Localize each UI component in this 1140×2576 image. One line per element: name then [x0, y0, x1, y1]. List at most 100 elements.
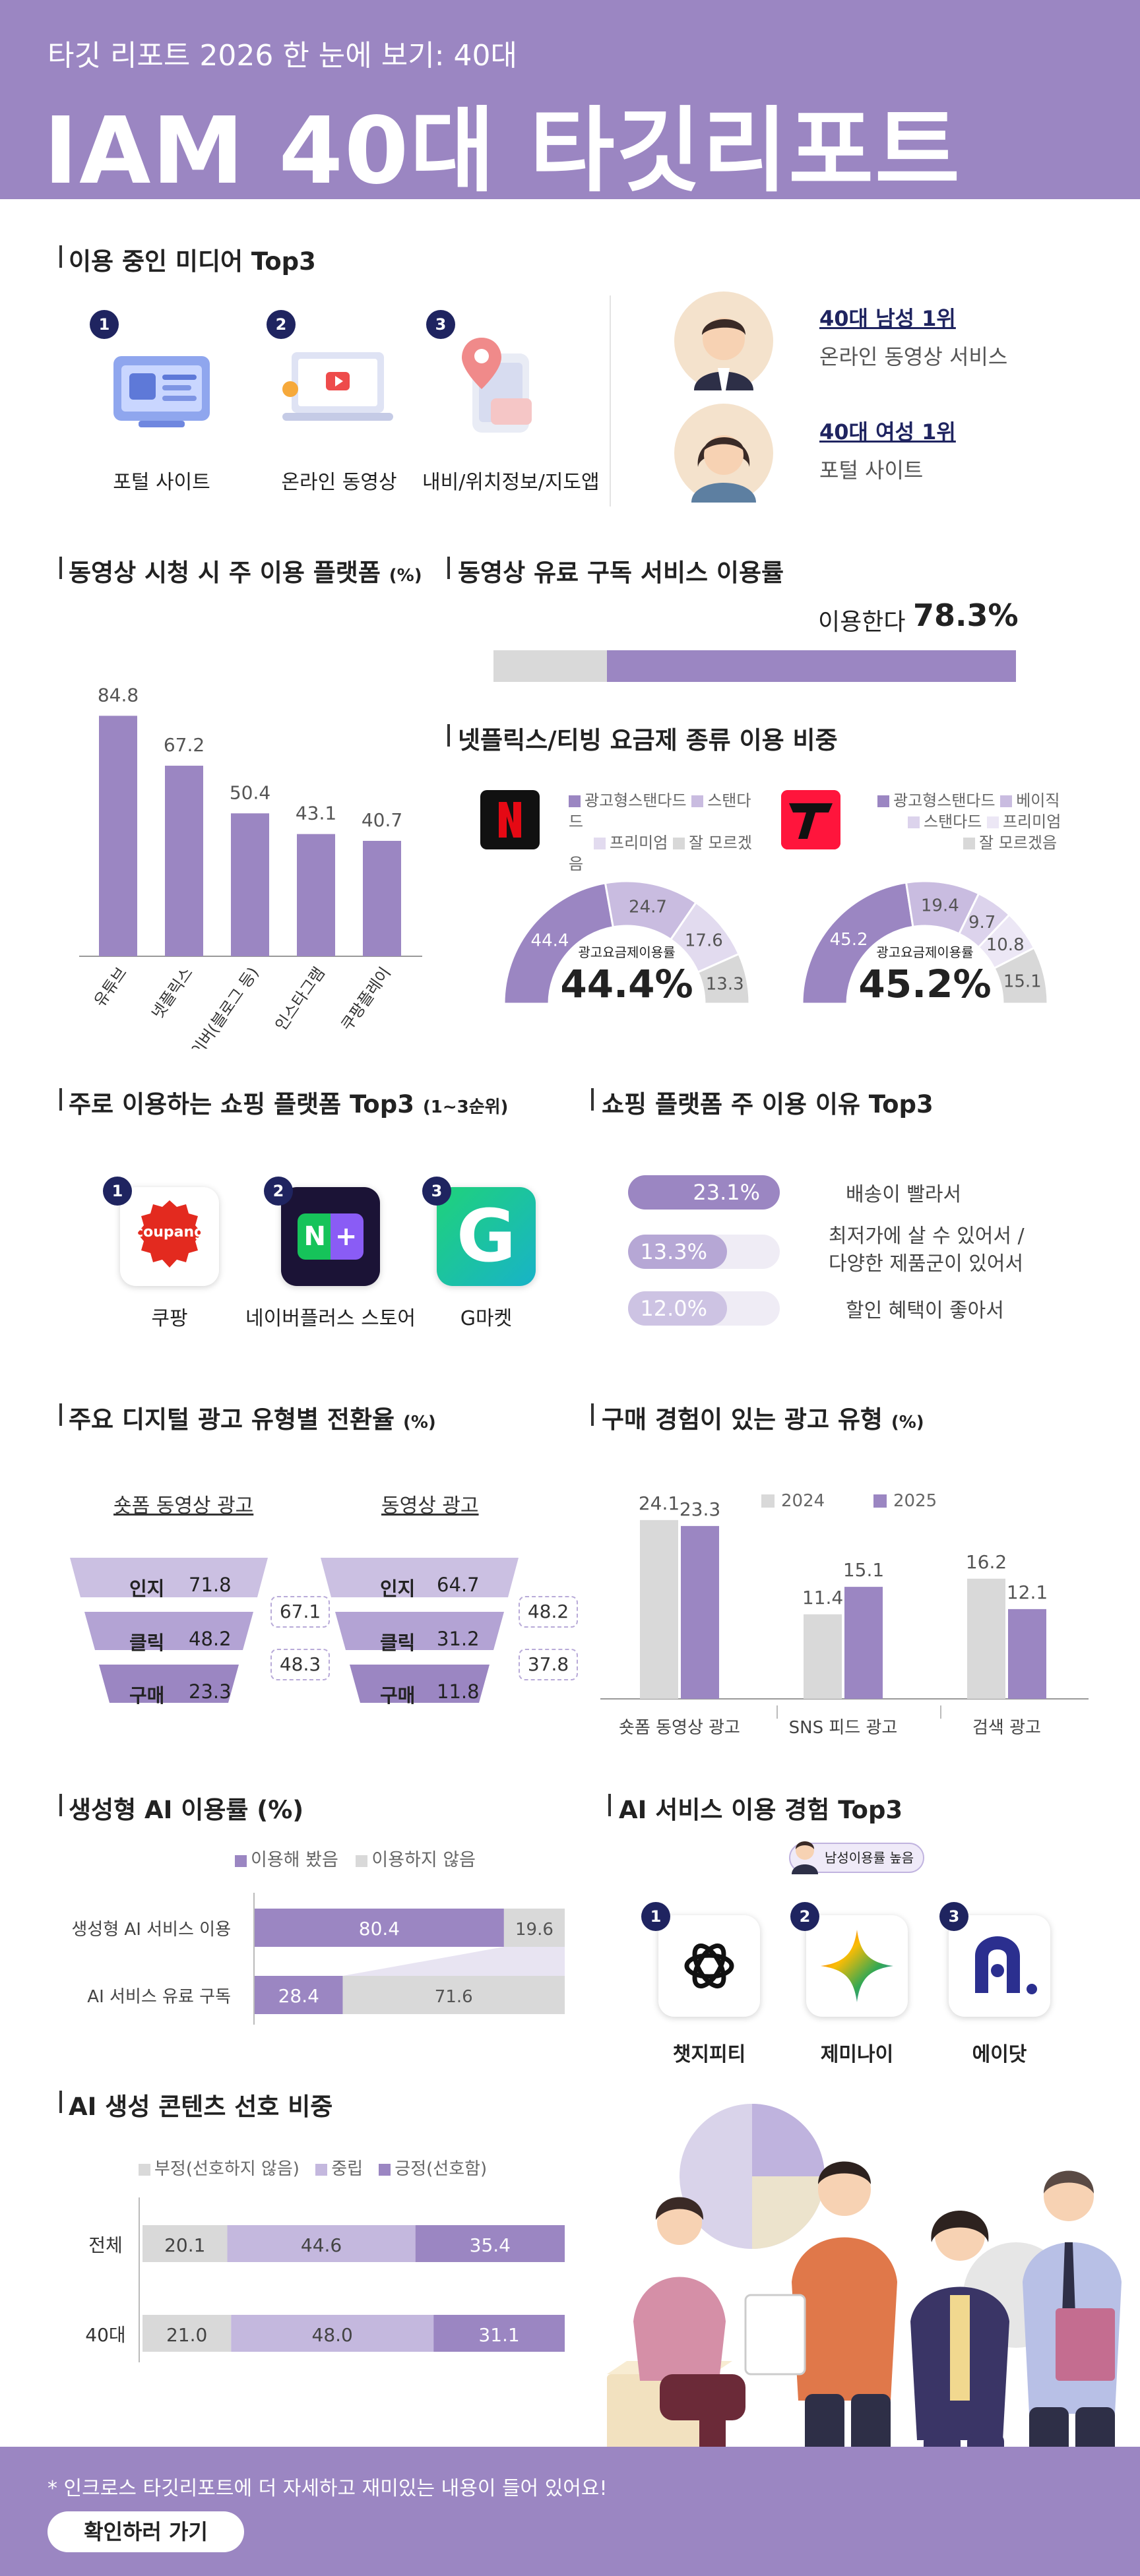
purchase-ad-chart: 2024 2025 24.1 23.3 숏폼 동영상 광고 11.415.1 SNS 피드 … [600, 1491, 1089, 1738]
media-title: 이용 중인 미디어 Top3 [69, 247, 316, 276]
bar-used [255, 1976, 343, 2014]
ai-content-title: AI 생성 콘텐츠 선호 비중 [69, 2093, 333, 2121]
reason-text: 할인 혜택이 좋아서 [846, 1299, 1004, 1322]
section-marker [59, 2091, 62, 2113]
legend-item: 베이직 [1000, 791, 1060, 810]
bar-segment [433, 2315, 565, 2352]
gauge-label: 13.3 [706, 974, 744, 994]
reason-bar: 23.1% [628, 1175, 780, 1210]
gauge-label: 44.4 [531, 931, 569, 950]
data-label: 31.1 [478, 2324, 519, 2346]
reason-bar: 12.0% [628, 1291, 727, 1326]
bar [967, 1578, 1005, 1699]
purchase-ad-title-text: 구매 경험이 있는 광고 유형 [602, 1405, 883, 1434]
legend-item: 이용해 봤음 [235, 1850, 338, 1870]
naver-plus-logo: N + [281, 1187, 380, 1286]
video-platform-unit: (%) [389, 566, 422, 586]
rank-badge: 1 [90, 310, 119, 339]
gauge-label: 15.1 [1003, 971, 1042, 991]
bar [681, 1525, 719, 1699]
gemini-logo-icon [806, 1915, 908, 2017]
ad-conversion-title-text: 주요 디지털 광고 유형별 전환율 [69, 1405, 395, 1434]
ai-service-label: 챗지피티 [672, 2043, 746, 2066]
ad-conversion-unit: (%) [402, 1413, 436, 1432]
tving-legend: 광고형스탠다드 베이직 스탠다드 프리미엄 잘 모르겠음 [877, 790, 1075, 853]
purchase-ad-title: 구매 경험이 있는 광고 유형 (%) [602, 1399, 924, 1435]
media-item-label: 온라인 동영상 [281, 471, 397, 494]
legend-label: 2025 [893, 1491, 937, 1511]
gauge-label: 45.2 [830, 930, 868, 950]
male-value: 온라인 동영상 서비스 [819, 344, 1008, 369]
tving-logo-icon [781, 790, 840, 849]
legend-label: 2024 [781, 1491, 825, 1511]
rank-badge: 1 [103, 1177, 132, 1206]
funnel-left-title: 숏폼 동영상 광고 [113, 1494, 254, 1518]
female-avatar [674, 404, 773, 503]
tick-label: 숏폼 동영상 광고 [619, 1718, 740, 1738]
bar [1008, 1609, 1046, 1699]
ai-service-label: 에이닷 [972, 2043, 1027, 2066]
genai-axis [253, 1893, 255, 2025]
tick-label: 검색 광고 [972, 1718, 1041, 1738]
tick-label: 인스타그램 [272, 964, 329, 1033]
data-label: 84.8 [98, 684, 139, 706]
header-banner: 타깃 리포트 2026 한 눈에 보기: 40대 IAM 40대 타깃리포트 [0, 0, 1140, 205]
bar-segment [142, 2225, 228, 2262]
section-marker [59, 1088, 62, 1111]
shopping-title: 주로 이용하는 쇼핑 플랫폼 Top3 (1~3순위) [69, 1084, 508, 1120]
funnel-step: 클릭 [129, 1632, 165, 1654]
header-subtitle: 타깃 리포트 2026 한 눈에 보기: 40대 [48, 39, 517, 73]
data-label: 23.3 [680, 1498, 720, 1520]
bar-used [255, 1909, 504, 1947]
media-item-label: 포털 사이트 [113, 471, 210, 494]
legend-item: 스탠다드 [569, 791, 751, 831]
reason-text-line: 최저가에 살 수 있어서 / [829, 1225, 1025, 1248]
female-value: 포털 사이트 [819, 458, 924, 483]
rank-badge: 3 [422, 1177, 451, 1206]
legend-item: 광고형스탠다드 [877, 791, 996, 810]
chatgpt-logo-icon [658, 1915, 760, 2017]
bar [297, 834, 335, 956]
section-marker [608, 1794, 611, 1816]
tving-rate: 45.2% [858, 962, 992, 1006]
funnel-value: 31.2 [437, 1628, 480, 1650]
subscription-label: 이용한다 [818, 609, 906, 636]
subscription-track [493, 650, 1016, 682]
reason-track: 23.1% [628, 1175, 780, 1210]
map-pin-icon [449, 334, 548, 439]
netflix-legend: 광고형스탠다드 스탠다드 프리미엄 잘 모르겠음 [569, 790, 753, 874]
data-label: 67.2 [164, 734, 205, 756]
male-high-badge: 남성이용률 높음 [789, 1841, 925, 1874]
data-label: 15.1 [843, 1559, 884, 1581]
row-label: 생성형 AI 서비스 이용 [71, 1920, 231, 1940]
legend-item: 잘 모르겠음 [569, 834, 752, 873]
legend-item: 부정(선호하지 않음) [139, 2159, 300, 2179]
bar [99, 716, 137, 956]
ai-service-label: 제미나이 [820, 2043, 894, 2066]
naver-plus-logo-text: N + [298, 1213, 364, 1260]
male-avatar-small-icon [792, 1841, 818, 1874]
data-label: 12.1 [1007, 1581, 1048, 1603]
coupang-logo-text: coupang [135, 1224, 205, 1241]
footer-cta-button[interactable]: 확인하러 가기 [48, 2511, 244, 2552]
conversion-rate: 48.2 [519, 1596, 578, 1628]
data-label: 35.4 [470, 2234, 511, 2256]
data-label: 44.6 [301, 2234, 342, 2256]
ai-content-legend: 부정(선호하지 않음) 중립 긍정(선호함) [139, 2155, 487, 2180]
funnel-step: 인지 [129, 1578, 165, 1600]
male-avatar [674, 291, 773, 390]
row-label: AI 서비스 유료 구독 [87, 1987, 231, 2007]
subscription-fill [606, 650, 1016, 682]
funnel-value: 23.3 [189, 1680, 232, 1703]
section-marker [59, 245, 62, 268]
bar [165, 766, 203, 956]
rank-badge: 3 [426, 310, 455, 339]
section-marker [59, 1794, 62, 1816]
funnel-step: 인지 [380, 1578, 416, 1600]
reason-text: 배송이 빨라서 [846, 1183, 962, 1206]
data-label: 80.4 [359, 1918, 400, 1940]
bar [804, 1614, 842, 1699]
data-label: 71.6 [435, 1987, 473, 2007]
funnel-value: 71.8 [189, 1574, 232, 1596]
bar-segment [415, 2225, 565, 2262]
